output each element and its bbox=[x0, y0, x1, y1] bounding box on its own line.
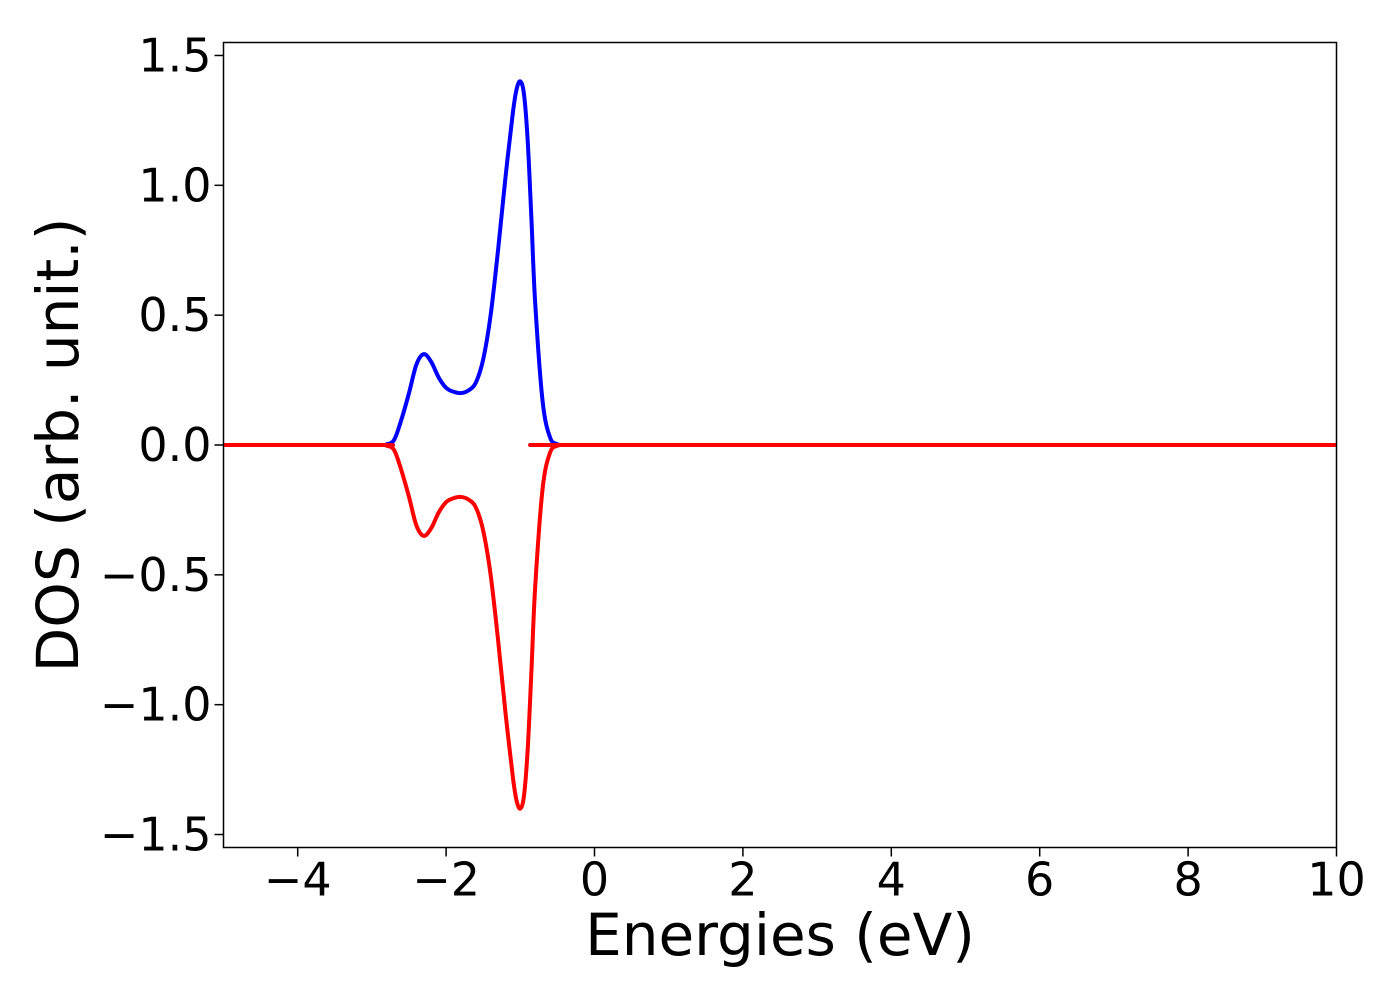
x-tick-label: 0 bbox=[580, 853, 609, 907]
x-tick-label: 2 bbox=[728, 853, 757, 907]
x-tick-label: 6 bbox=[1025, 853, 1054, 907]
series-line-1 bbox=[223, 79, 1337, 448]
x-tick-label: 8 bbox=[1173, 853, 1202, 907]
x-axis-title: Energies (eV) bbox=[585, 901, 975, 969]
x-tick-label: 4 bbox=[877, 853, 906, 907]
y-tick-label: −1.5 bbox=[100, 808, 212, 862]
series-line-2 bbox=[223, 442, 1337, 811]
y-tick-label: 1.0 bbox=[138, 158, 211, 212]
y-axis-ticks: 1.5 1.0 0.5 0.0 −0.5 −1.0 −1.5 bbox=[100, 28, 224, 862]
x-axis-ticks: −4 −2 0 2 4 6 8 10 bbox=[264, 847, 1366, 907]
y-tick-label: 0.5 bbox=[138, 288, 211, 342]
y-tick-label: 0.0 bbox=[138, 418, 211, 472]
y-tick-label: 1.5 bbox=[138, 28, 211, 82]
x-tick-label: −4 bbox=[264, 853, 332, 907]
x-tick-label: 10 bbox=[1307, 853, 1366, 907]
y-tick-label: −1.0 bbox=[100, 678, 212, 732]
series-layer bbox=[223, 79, 1337, 811]
y-tick-label: −0.5 bbox=[100, 548, 212, 602]
x-tick-label: −2 bbox=[412, 853, 480, 907]
y-axis-title: DOS (arb. unit.) bbox=[24, 218, 92, 673]
